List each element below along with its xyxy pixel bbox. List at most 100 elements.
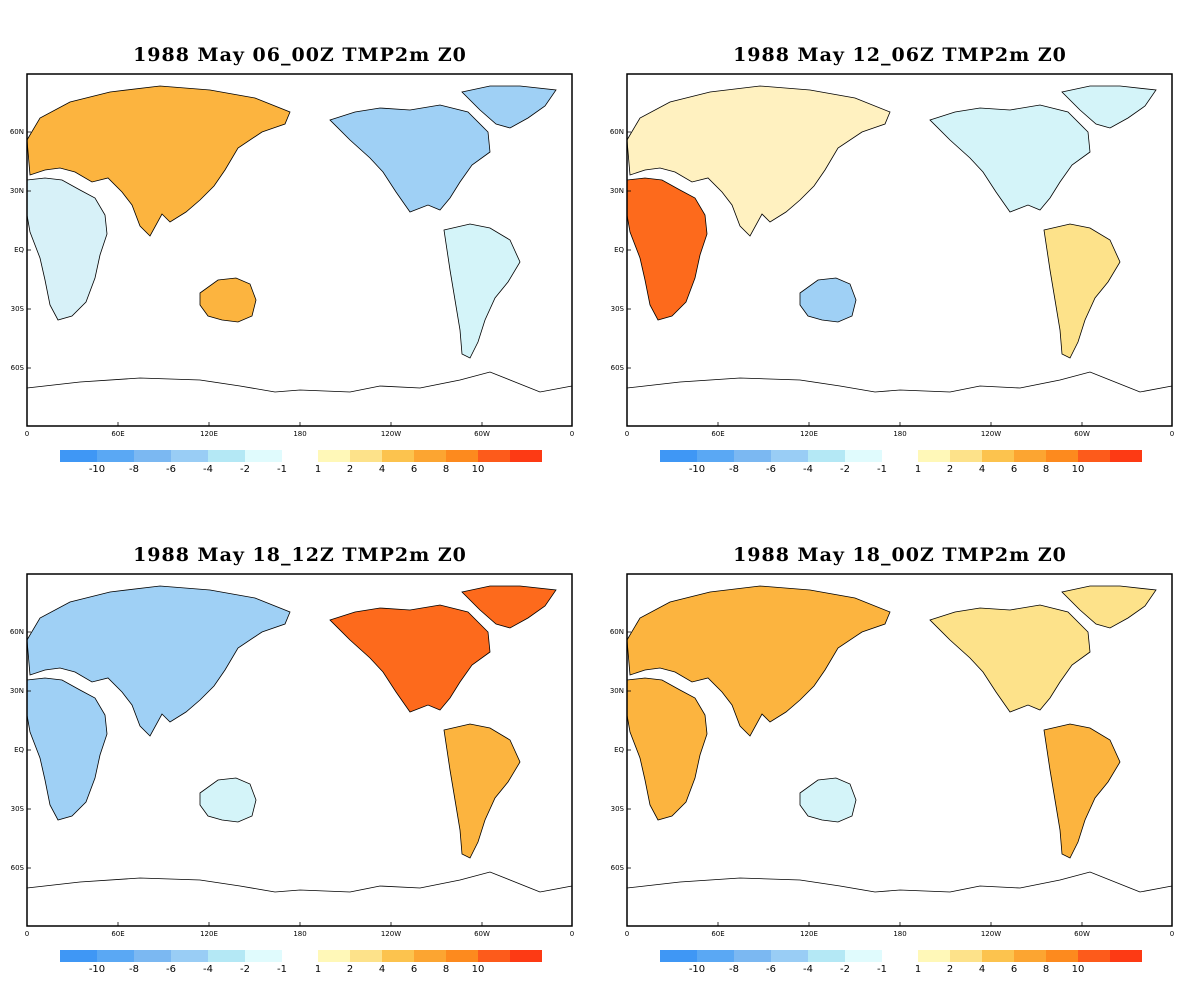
colorbar-label: 6 <box>1011 464 1017 475</box>
longitude-label: 180 <box>893 930 906 938</box>
colorbar-label: -8 <box>129 964 139 975</box>
colorbar-swatch-negative <box>734 450 771 462</box>
colorbar-swatch-positive <box>382 450 414 462</box>
latitude-label: 60N <box>610 628 624 636</box>
colorbar-swatch-negative <box>60 950 97 962</box>
colorbar-swatch-positive <box>478 450 510 462</box>
colorbar-label: -2 <box>240 464 250 475</box>
longitude-label: 60W <box>1074 930 1090 938</box>
colorbar-label: 6 <box>1011 964 1017 975</box>
colorbar-label: 10 <box>472 464 485 475</box>
colorbar-swatch-negative <box>808 950 845 962</box>
colorbar-swatch-positive <box>950 950 982 962</box>
colorbar-swatch-positive <box>318 450 350 462</box>
latitude-label: 30S <box>11 805 25 813</box>
south-america-region <box>1043 223 1121 359</box>
australia-region <box>199 777 257 823</box>
south-america-region <box>1043 723 1121 859</box>
colorbar-swatch-positive <box>446 450 478 462</box>
colorbar-label: -1 <box>277 464 287 475</box>
latitude-label: 30N <box>10 187 24 195</box>
colorbar-label: -2 <box>240 964 250 975</box>
colorbar-swatch-positive <box>478 950 510 962</box>
colorbar-label: -2 <box>840 964 850 975</box>
longitude-label: 60W <box>474 930 490 938</box>
colorbar-swatch-positive <box>1014 950 1046 962</box>
colorbar-label: -1 <box>277 964 287 975</box>
colorbar-swatch-positive <box>350 950 382 962</box>
latitude-label: 30S <box>611 305 625 313</box>
longitude-label: 0 <box>25 930 29 938</box>
north-america-region <box>329 104 491 213</box>
temperature-anomaly-map: 60N 30N EQ 30S 60S 0 60E 120E 180 120W 60W 0 -10 -8 -6… <box>610 73 1174 475</box>
longitude-label: 60W <box>1074 430 1090 438</box>
colorbar-swatch-positive <box>350 450 382 462</box>
australia-region <box>799 777 857 823</box>
africa-region <box>626 677 708 821</box>
colorbar-label: 2 <box>947 464 953 475</box>
colorbar-swatch-negative <box>697 450 734 462</box>
colorbar-label: -2 <box>840 464 850 475</box>
africa-region <box>626 177 708 321</box>
latitude-label: 30N <box>610 187 624 195</box>
north-america-region <box>929 604 1091 713</box>
panel-title: 1988 May 18_00Z TMP2m Z0 <box>733 544 1067 566</box>
map-panel: 1988 May 06_00Z TMP2m Z0 60N 30N EQ 30S 60S 0 6… <box>0 0 600 500</box>
longitude-label: 120W <box>981 930 1001 938</box>
temperature-anomaly-map: 60N 30N EQ 30S 60S 0 60E 120E 180 120W 60W 0 -10 -8 -6… <box>10 573 574 975</box>
colorbar-label: -6 <box>166 964 176 975</box>
colorbar-label: 1 <box>315 464 321 475</box>
longitude-label: 120W <box>381 930 401 938</box>
colorbar-label: -10 <box>89 964 105 975</box>
colorbar-swatch-positive <box>446 950 478 962</box>
colorbar-label: 4 <box>379 464 385 475</box>
colorbar-label: 1 <box>315 964 321 975</box>
colorbar-swatch-positive <box>318 950 350 962</box>
africa-region <box>26 677 108 821</box>
colorbar-swatch-negative <box>808 450 845 462</box>
colorbar-swatch-positive <box>1046 450 1078 462</box>
colorbar-swatch-positive <box>918 450 950 462</box>
longitude-label: 0 <box>625 430 629 438</box>
colorbar-label: 6 <box>411 464 417 475</box>
panel-title: 1988 May 06_00Z TMP2m Z0 <box>133 44 467 66</box>
colorbar-label: -4 <box>203 964 213 975</box>
colorbar-label: -6 <box>766 964 776 975</box>
colorbar-swatch-negative <box>171 450 208 462</box>
longitude-label: 180 <box>293 930 306 938</box>
greenland-region <box>1061 85 1157 129</box>
north-america-region <box>929 104 1091 213</box>
colorbar-label: 4 <box>979 964 985 975</box>
eurasia-region <box>26 85 291 237</box>
longitude-label: 120W <box>381 430 401 438</box>
colorbar-label: -6 <box>766 464 776 475</box>
colorbar-swatch-negative <box>245 950 282 962</box>
colorbar-swatch-negative <box>660 950 697 962</box>
colorbar-label: 2 <box>347 964 353 975</box>
colorbar-swatch-positive <box>414 950 446 962</box>
south-america-region <box>443 223 521 359</box>
colorbar-label: -10 <box>89 464 105 475</box>
colorbar-swatch-negative <box>208 950 245 962</box>
longitude-label: 0 <box>1170 430 1174 438</box>
colorbar-swatch-negative <box>60 450 97 462</box>
colorbar-swatch-negative <box>734 950 771 962</box>
antarctica-coastline <box>26 371 573 393</box>
colorbar-label: 8 <box>443 964 449 975</box>
colorbar-swatch-negative <box>97 950 134 962</box>
greenland-region <box>461 85 557 129</box>
colorbar-label: 1 <box>915 964 921 975</box>
colorbar-swatch-negative <box>171 950 208 962</box>
longitude-label: 60E <box>711 430 724 438</box>
longitude-label: 120E <box>200 430 218 438</box>
colorbar-swatch-positive <box>510 950 542 962</box>
colorbar-label: -4 <box>203 464 213 475</box>
colorbar-swatch-negative <box>134 950 171 962</box>
colorbar-label: -4 <box>803 464 813 475</box>
colorbar-swatch-positive <box>510 450 542 462</box>
temperature-anomaly-map: 60N 30N EQ 30S 60S 0 60E 120E 180 120W 60W 0 -10 -8 -6… <box>10 73 574 475</box>
colorbar-label: 2 <box>347 464 353 475</box>
australia-region <box>199 277 257 323</box>
colorbar-swatch-positive <box>1110 950 1142 962</box>
colorbar-swatch-positive <box>1046 950 1078 962</box>
